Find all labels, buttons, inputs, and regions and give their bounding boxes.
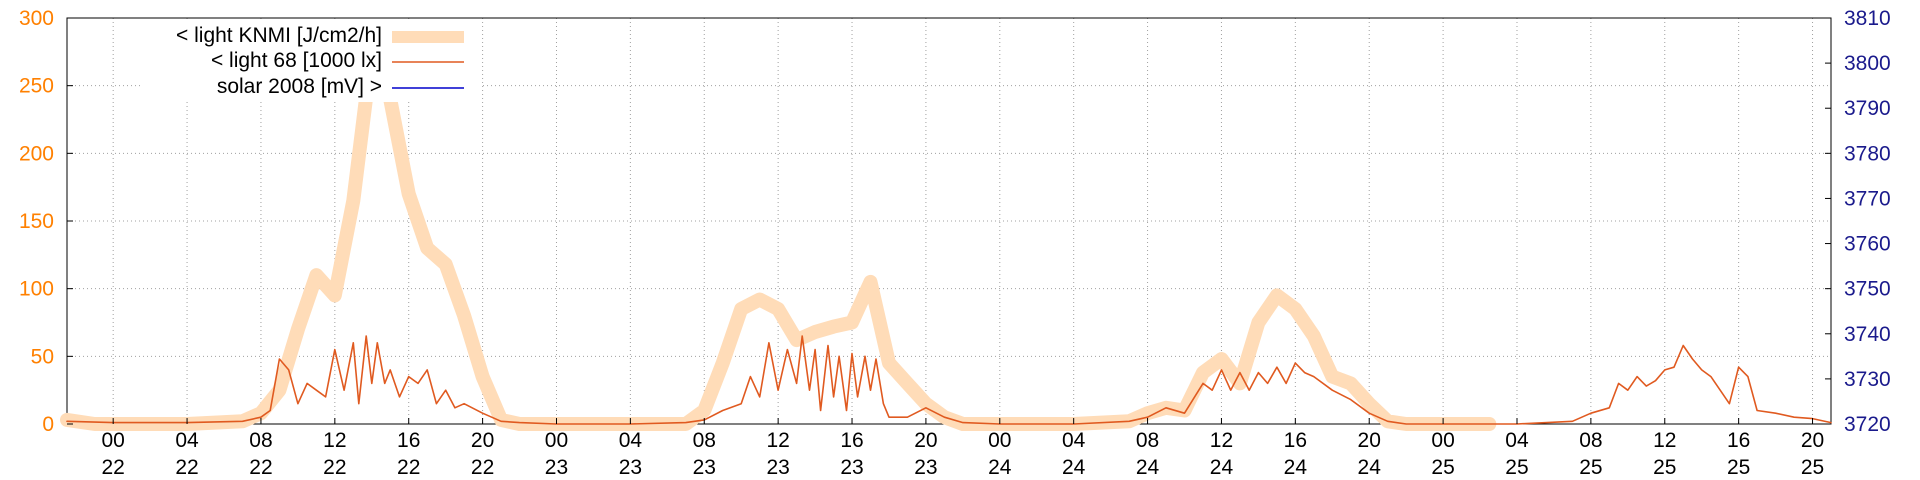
x-tick-hour: 20: [1358, 429, 1381, 452]
legend-label-solar: solar 2008 [mV] >: [217, 75, 382, 98]
x-tick-hour: 16: [397, 429, 420, 452]
x-tick-hour: 04: [1062, 429, 1086, 452]
x-tick-day: 24: [1210, 456, 1234, 479]
x-tick-hour: 16: [840, 429, 863, 452]
y-right-tick-label: 3810: [1844, 7, 1891, 30]
x-tick-hour: 16: [1727, 429, 1750, 452]
x-tick-day: 23: [545, 456, 568, 479]
x-tick-hour: 08: [1136, 429, 1159, 452]
x-tick-day: 25: [1653, 456, 1676, 479]
x-tick-hour: 20: [914, 429, 937, 452]
x-tick-hour: 16: [1284, 429, 1307, 452]
x-tick-day: 23: [619, 456, 642, 479]
y-left-tick-label: 200: [19, 142, 54, 165]
x-tick-hour: 00: [101, 429, 124, 452]
y-left-tick-label: 0: [42, 413, 54, 436]
x-tick-day: 23: [766, 456, 789, 479]
x-tick-day: 25: [1579, 456, 1602, 479]
y-right-tick-label: 3740: [1844, 323, 1891, 346]
y-right-tick-label: 3760: [1844, 233, 1891, 256]
x-tick-hour: 04: [175, 429, 199, 452]
legend-label-light68: < light 68 [1000 lx]: [211, 49, 382, 72]
y-right-tick-label: 3720: [1844, 413, 1891, 436]
y-left-tick-label: 300: [19, 7, 54, 30]
x-tick-hour: 00: [545, 429, 568, 452]
x-tick-hour: 04: [1505, 429, 1529, 452]
x-tick-hour: 08: [693, 429, 716, 452]
y-right-tick-label: 3730: [1844, 368, 1891, 391]
x-tick-day: 22: [249, 456, 272, 479]
x-tick-day: 23: [693, 456, 716, 479]
x-tick-day: 24: [1358, 456, 1382, 479]
x-tick-day: 22: [175, 456, 198, 479]
x-tick-day: 22: [323, 456, 346, 479]
x-tick-hour: 12: [323, 429, 346, 452]
y-right-tick-label: 3770: [1844, 187, 1891, 210]
x-tick-day: 22: [471, 456, 494, 479]
x-tick-hour: 12: [1653, 429, 1676, 452]
x-tick-day: 24: [1284, 456, 1308, 479]
x-tick-day: 23: [840, 456, 863, 479]
y-left-tick-label: 50: [31, 345, 54, 368]
x-tick-day: 25: [1727, 456, 1750, 479]
x-tick-hour: 20: [1801, 429, 1824, 452]
series-layer: [60, 44, 1832, 431]
legend-label-knmi: < light KNMI [J/cm2/h]: [176, 24, 382, 47]
axis-layer: 0 50 100 150 200 250 300 3720 3730 3740 3750 3760 37…: [19, 7, 1891, 479]
y-left-tick-label: 250: [19, 75, 54, 98]
x-tick-hour: 20: [471, 429, 494, 452]
x-tick-day: 23: [914, 456, 937, 479]
x-tick-hour: 00: [988, 429, 1011, 452]
x-tick-hour: 00: [1431, 429, 1454, 452]
y-right-tick-label: 3750: [1844, 278, 1891, 301]
x-tick-day: 22: [101, 456, 124, 479]
x-tick-day: 24: [1062, 456, 1086, 479]
y-left-tick-label: 150: [19, 210, 54, 233]
x-tick-day: 22: [397, 456, 420, 479]
x-tick-day: 24: [988, 456, 1012, 479]
y-right-tick-label: 3800: [1844, 52, 1891, 75]
x-tick-hour: 08: [1579, 429, 1602, 452]
x-tick-day: 25: [1801, 456, 1824, 479]
x-tick-day: 24: [1136, 456, 1160, 479]
x-tick-hour: 04: [619, 429, 643, 452]
y-left-tick-label: 100: [19, 278, 54, 301]
y-right-tick-label: 3790: [1844, 97, 1891, 120]
series-light-68: [66, 335, 1832, 425]
x-tick-hour: 12: [1210, 429, 1233, 452]
legend: < light KNMI [J/cm2/h] < light 68 [1000 …: [140, 22, 480, 102]
series-light-knmi: [60, 44, 1497, 431]
x-tick-hour: 08: [249, 429, 272, 452]
x-tick-day: 25: [1431, 456, 1454, 479]
x-tick-hour: 12: [766, 429, 789, 452]
x-tick-day: 25: [1505, 456, 1528, 479]
y-right-tick-label: 3780: [1844, 142, 1891, 165]
